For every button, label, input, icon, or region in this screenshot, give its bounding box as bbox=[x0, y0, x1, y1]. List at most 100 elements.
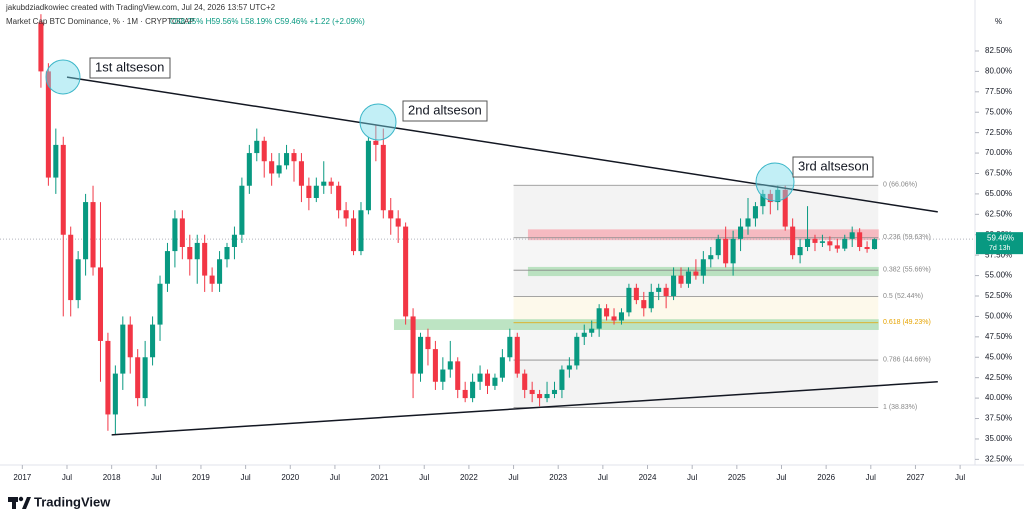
candle-body bbox=[611, 316, 617, 321]
candle-body bbox=[626, 287, 632, 313]
candle-body bbox=[120, 324, 126, 374]
y-tick-label: 52.50% bbox=[985, 291, 1012, 300]
annotation-box bbox=[792, 156, 874, 178]
candle-body bbox=[849, 232, 855, 239]
x-tick-label: Jul bbox=[955, 473, 965, 482]
candle-body bbox=[871, 239, 878, 250]
candle-body bbox=[484, 373, 491, 386]
candle-body bbox=[53, 144, 59, 178]
fib-band bbox=[513, 360, 879, 408]
candle-body bbox=[410, 316, 416, 374]
fib-label: 0.382 (55.66%) bbox=[883, 267, 931, 274]
candle-body bbox=[767, 193, 773, 203]
candle-body bbox=[321, 181, 327, 186]
x-tick-label: Jul bbox=[240, 473, 250, 482]
annotation-box bbox=[402, 100, 488, 122]
annotation-box bbox=[89, 57, 171, 79]
candle-body bbox=[618, 312, 624, 321]
candle-body bbox=[648, 291, 654, 309]
candle-body bbox=[135, 357, 141, 399]
candle-body bbox=[187, 246, 193, 260]
x-tick-label: 2019 bbox=[192, 473, 210, 482]
highlight-circle bbox=[755, 162, 795, 202]
x-tick-label: 2026 bbox=[817, 473, 835, 482]
y-tick-label: 45.00% bbox=[985, 352, 1012, 361]
fib-label: 1 (38.83%) bbox=[883, 404, 917, 411]
y-tick-label: 37.50% bbox=[985, 414, 1012, 423]
x-tick-label: Jul bbox=[151, 473, 161, 482]
candle-body bbox=[819, 241, 825, 243]
candle-body bbox=[671, 275, 677, 297]
candle-body bbox=[581, 332, 587, 337]
candle-body bbox=[842, 238, 848, 249]
candle-body bbox=[790, 226, 796, 256]
candle-body bbox=[738, 226, 744, 239]
x-tick-label: Jul bbox=[598, 473, 608, 482]
x-tick-label: 2025 bbox=[728, 473, 746, 482]
x-tick-label: Jul bbox=[866, 473, 876, 482]
candle-body bbox=[97, 267, 104, 341]
candle-body bbox=[127, 324, 133, 358]
candle-body bbox=[522, 373, 528, 390]
candle-body bbox=[179, 218, 185, 247]
highlight-circle bbox=[45, 59, 81, 95]
candle-body bbox=[343, 210, 349, 219]
fib-label: 0.236 (59.63%) bbox=[883, 234, 931, 241]
candle-body bbox=[172, 218, 178, 252]
candle-body bbox=[365, 140, 371, 211]
zone bbox=[527, 229, 879, 241]
candle-body bbox=[641, 300, 647, 309]
x-tick-label: Jul bbox=[508, 473, 518, 482]
candle-body bbox=[142, 357, 148, 399]
trendline bbox=[111, 381, 938, 436]
candle-body bbox=[38, 22, 44, 72]
x-tick-label: Jul bbox=[419, 473, 429, 482]
y-tick-label: 70.00% bbox=[985, 148, 1012, 157]
candle-body bbox=[313, 185, 319, 198]
y-tick-label: 32.50% bbox=[985, 454, 1012, 463]
symbol-title: Market Cap BTC Dominance, % · 1M · CRYPT… bbox=[6, 17, 195, 26]
zone bbox=[393, 319, 879, 330]
y-tick-label: 67.50% bbox=[985, 169, 1012, 178]
candle-body bbox=[239, 185, 245, 235]
candle-body bbox=[254, 140, 260, 154]
candle-body bbox=[68, 234, 74, 301]
candle-body bbox=[105, 340, 111, 415]
candle-body bbox=[834, 245, 840, 249]
candle-body bbox=[90, 202, 96, 268]
y-tick-label: 35.00% bbox=[985, 434, 1012, 443]
footer-brand: TradingView bbox=[34, 494, 111, 509]
y-tick-label: 42.50% bbox=[985, 373, 1012, 382]
candle-body bbox=[477, 373, 483, 382]
candle-body bbox=[745, 218, 751, 227]
fib-label: 0.5 (52.44%) bbox=[883, 293, 923, 300]
candle-body bbox=[246, 153, 252, 186]
y-tick-label: 50.00% bbox=[985, 312, 1012, 321]
x-tick-label: 2018 bbox=[103, 473, 121, 482]
x-tick-label: 2017 bbox=[13, 473, 31, 482]
candle-body bbox=[551, 389, 558, 395]
candle-body bbox=[388, 210, 394, 219]
x-tick-label: 2021 bbox=[371, 473, 389, 482]
candle-body bbox=[284, 153, 290, 166]
candle-body bbox=[432, 349, 438, 382]
credit: jakubdziadkowiec created with TradingVie… bbox=[5, 3, 276, 12]
y-tick-label: 77.50% bbox=[985, 87, 1012, 96]
candle-body bbox=[797, 246, 803, 256]
candle-body bbox=[574, 336, 580, 366]
y-tick-label: 55.00% bbox=[985, 271, 1012, 280]
candle-body bbox=[685, 271, 691, 284]
candle-body bbox=[812, 238, 818, 243]
y-tick-label: 40.00% bbox=[985, 393, 1012, 402]
last-price-label: 59.46% bbox=[987, 233, 1014, 242]
y-tick-label: 47.50% bbox=[985, 332, 1012, 341]
candle-body bbox=[589, 328, 595, 333]
candle-body bbox=[693, 271, 699, 276]
candle-body bbox=[194, 242, 200, 260]
countdown: 7d 13h bbox=[989, 245, 1011, 252]
candle-body bbox=[403, 226, 409, 317]
candle-body bbox=[708, 255, 714, 260]
candle-body bbox=[45, 71, 51, 178]
candle-body bbox=[276, 165, 282, 174]
